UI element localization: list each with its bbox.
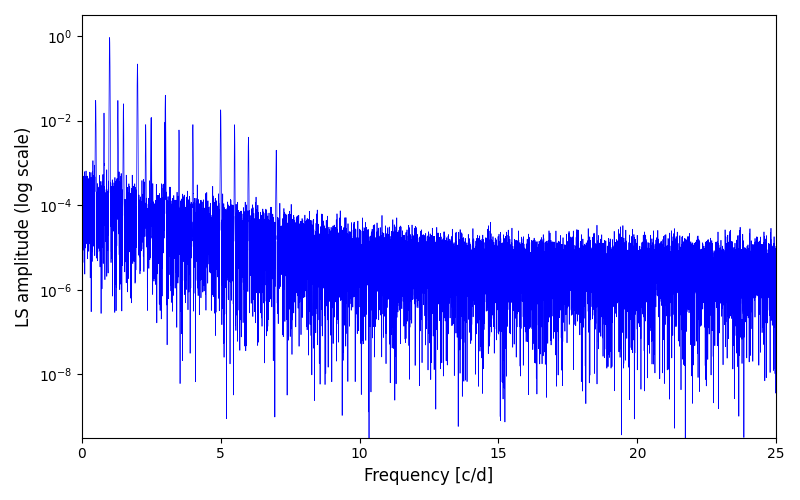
Y-axis label: LS amplitude (log scale): LS amplitude (log scale) (15, 126, 33, 326)
X-axis label: Frequency [c/d]: Frequency [c/d] (364, 467, 494, 485)
